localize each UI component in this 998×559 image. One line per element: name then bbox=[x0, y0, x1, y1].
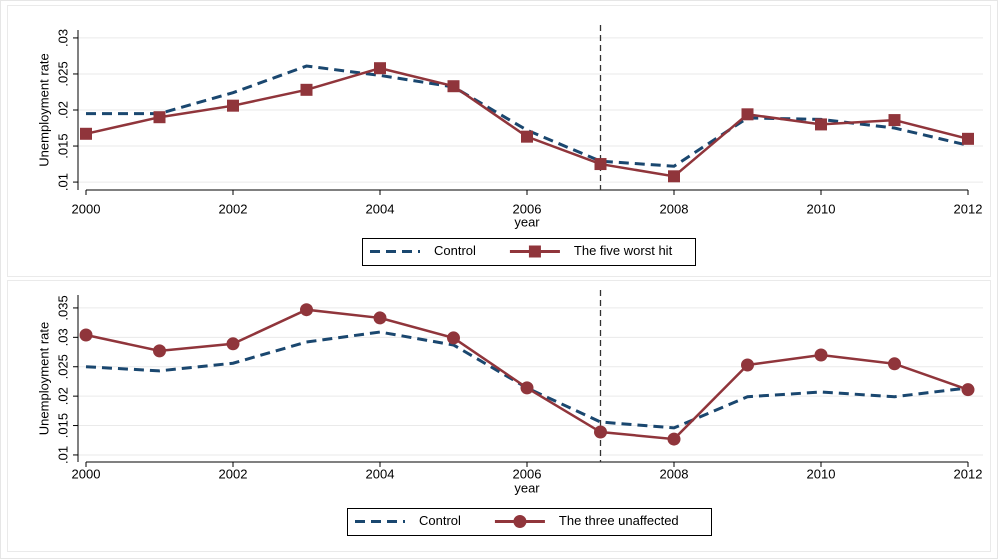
x-tick-label: 2006 bbox=[513, 466, 542, 481]
legend-label: The five worst hit bbox=[574, 243, 673, 258]
marker bbox=[227, 99, 239, 112]
marker bbox=[668, 170, 680, 183]
marker bbox=[374, 62, 386, 75]
marker bbox=[521, 130, 533, 143]
marker bbox=[520, 381, 534, 395]
marker bbox=[594, 158, 607, 171]
marker bbox=[667, 432, 681, 446]
marker bbox=[447, 80, 460, 93]
legend-marker bbox=[528, 245, 541, 258]
y-tick-label: .03 bbox=[55, 328, 70, 346]
x-tick-label: 2010 bbox=[807, 201, 836, 216]
marker bbox=[373, 311, 387, 325]
x-tick-label: 2000 bbox=[72, 201, 101, 216]
y-tick-label: .035 bbox=[55, 295, 70, 320]
marker bbox=[741, 108, 754, 121]
panel bbox=[7, 280, 991, 552]
legend-marker bbox=[513, 515, 527, 528]
x-tick-label: 2008 bbox=[660, 466, 689, 481]
x-tick-label: 2006 bbox=[513, 201, 542, 216]
marker bbox=[447, 331, 460, 345]
marker bbox=[888, 357, 901, 371]
x-axis-label: year bbox=[514, 214, 540, 229]
marker bbox=[961, 383, 975, 397]
y-tick-label: .03 bbox=[55, 29, 70, 47]
x-tick-label: 2010 bbox=[807, 466, 836, 481]
y-tick-label: .015 bbox=[55, 133, 70, 158]
y-tick-label: .025 bbox=[55, 354, 70, 379]
marker bbox=[300, 83, 313, 96]
panel bbox=[7, 5, 991, 277]
legend-label: The three unaffected bbox=[559, 513, 679, 528]
marker bbox=[79, 328, 93, 342]
marker bbox=[888, 114, 901, 127]
legend-label: Control bbox=[434, 243, 476, 258]
y-tick-label: .025 bbox=[55, 61, 70, 86]
y-tick-label: .01 bbox=[55, 446, 70, 464]
marker bbox=[153, 111, 166, 124]
marker bbox=[962, 132, 974, 145]
y-axis-label: Unemployment rate bbox=[36, 322, 51, 435]
x-tick-label: 2000 bbox=[72, 466, 101, 481]
marker bbox=[815, 118, 827, 131]
x-tick-label: 2012 bbox=[954, 466, 983, 481]
y-tick-label: .02 bbox=[55, 387, 70, 405]
marker bbox=[300, 303, 313, 317]
marker bbox=[594, 425, 607, 439]
x-tick-label: 2012 bbox=[954, 201, 983, 216]
y-tick-label: .02 bbox=[55, 101, 70, 119]
y-axis-label: Unemployment rate bbox=[36, 53, 51, 166]
y-tick-label: .015 bbox=[55, 413, 70, 438]
x-tick-label: 2002 bbox=[219, 201, 248, 216]
legend-label: Control bbox=[419, 513, 461, 528]
x-axis-label: year bbox=[514, 480, 540, 495]
marker bbox=[814, 348, 828, 362]
x-tick-label: 2002 bbox=[219, 466, 248, 481]
x-tick-label: 2004 bbox=[366, 201, 395, 216]
series bbox=[80, 62, 974, 183]
series bbox=[79, 303, 975, 446]
marker bbox=[80, 127, 92, 140]
marker bbox=[226, 337, 240, 351]
x-tick-label: 2004 bbox=[366, 466, 395, 481]
marker bbox=[741, 358, 754, 372]
marker bbox=[153, 344, 166, 358]
y-tick-label: .01 bbox=[55, 173, 70, 191]
x-tick-label: 2008 bbox=[660, 201, 689, 216]
